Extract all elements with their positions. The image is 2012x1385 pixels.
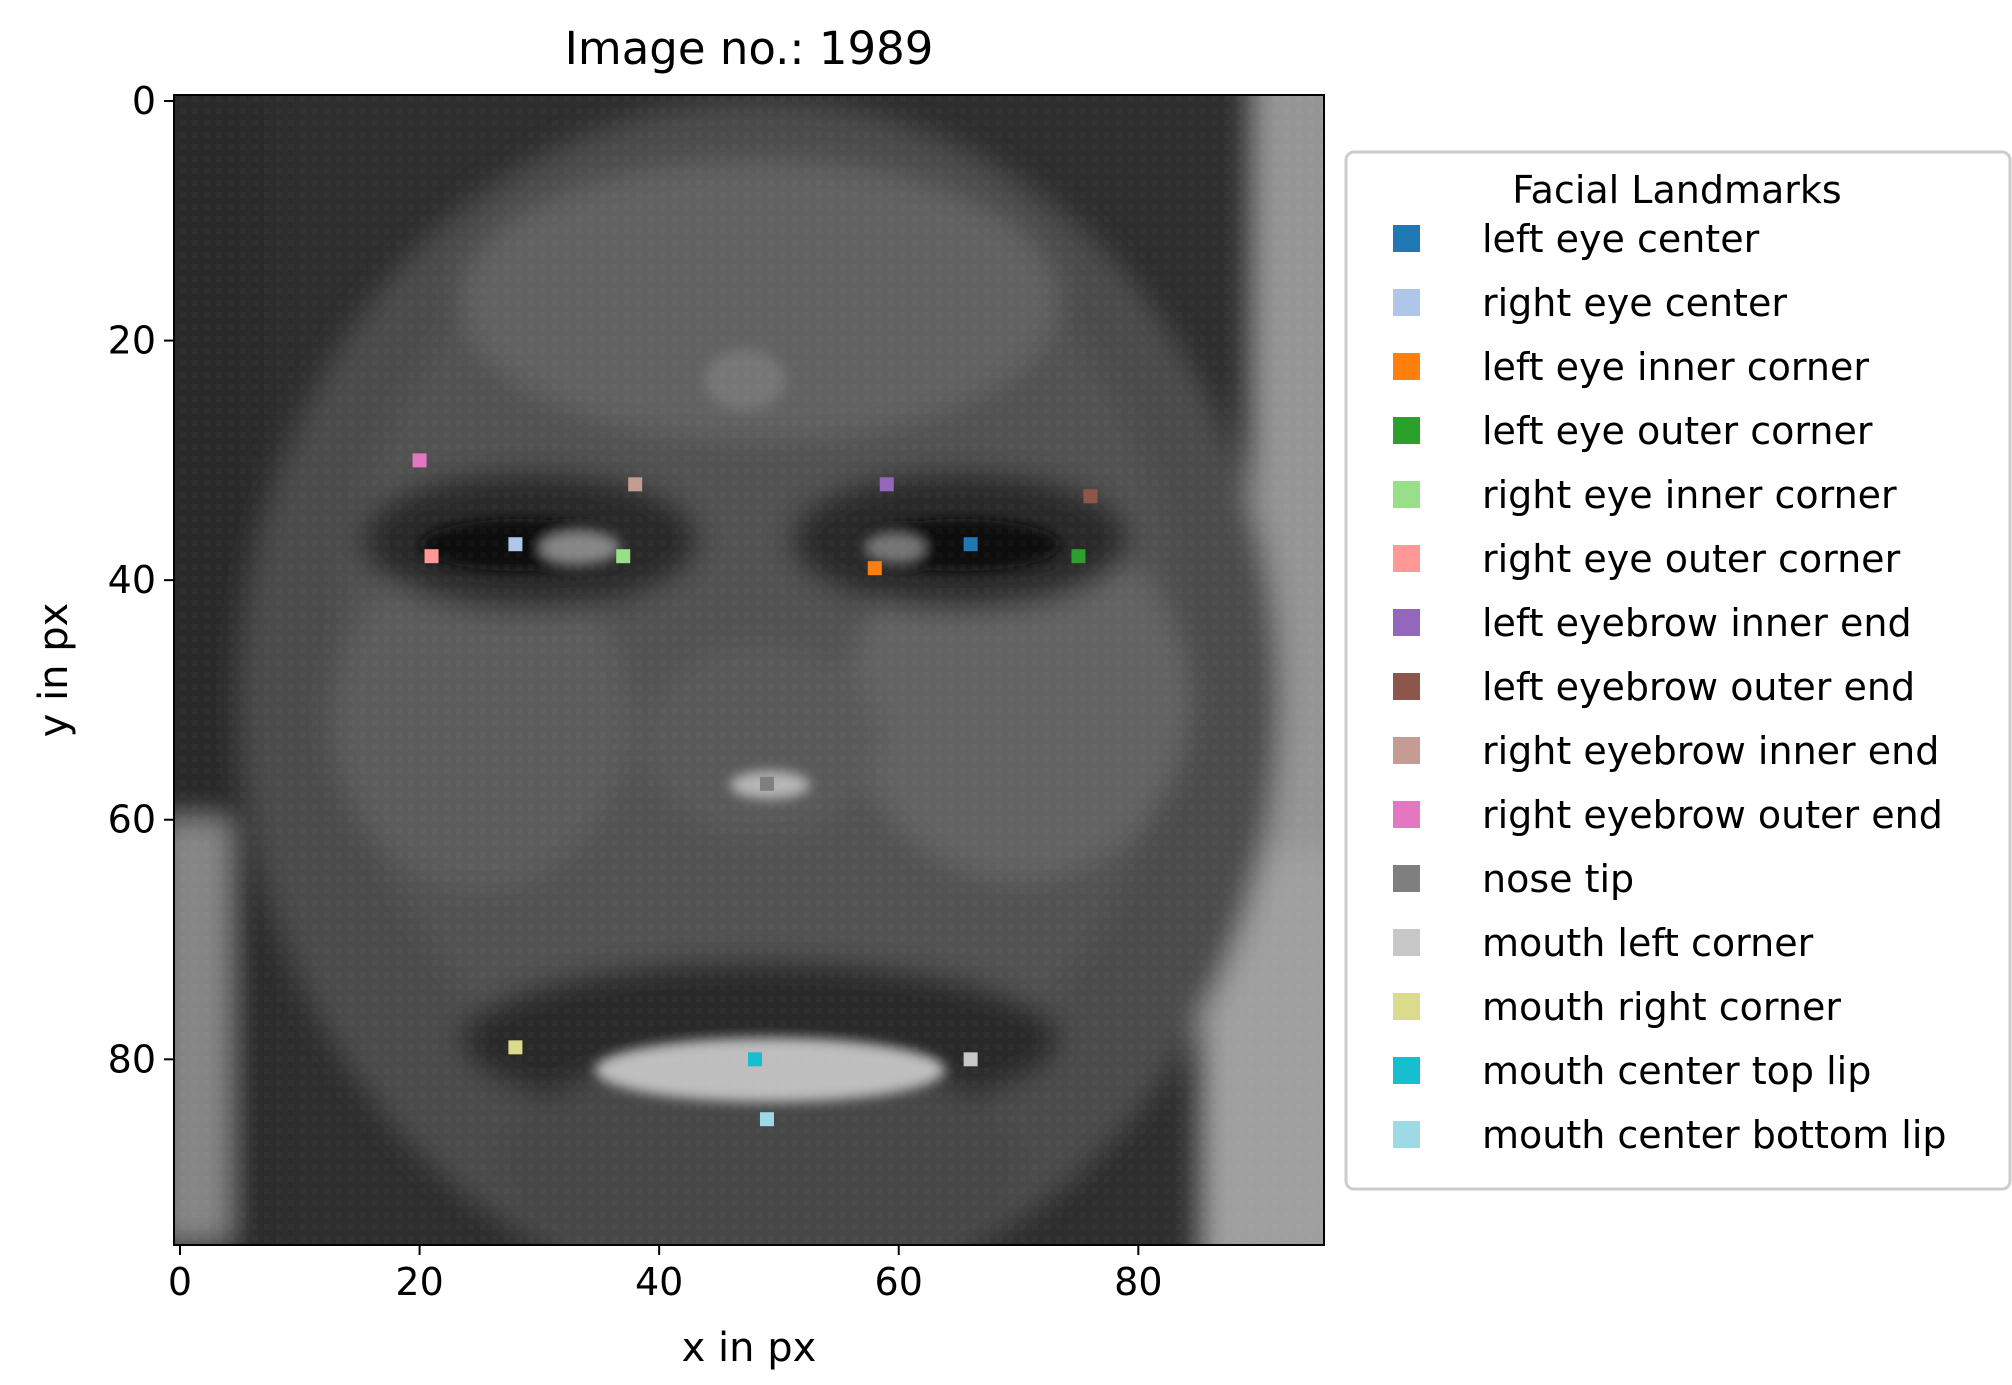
legend-swatch [1393, 737, 1420, 764]
y-tick-label: 20 [108, 319, 156, 363]
legend-item: nose tip [1393, 857, 1634, 901]
legend-item: left eye outer corner [1393, 409, 1873, 453]
legend-swatch [1393, 225, 1420, 252]
landmark-markers [412, 453, 1098, 1127]
x-tick-label: 60 [875, 1260, 923, 1304]
legend: Facial Landmarks left eye center right ey… [1344, 150, 2012, 1191]
legend-item: mouth right corner [1393, 985, 1841, 1029]
landmark-marker [759, 1112, 774, 1127]
legend-swatch [1393, 929, 1420, 956]
y-axis-label: y in px [31, 603, 77, 738]
landmark-marker [1083, 489, 1098, 504]
landmark-marker [508, 1040, 523, 1055]
y-tick-label: 60 [108, 798, 156, 842]
legend-label: left eye outer corner [1482, 409, 1873, 453]
legend-label: right eye inner corner [1482, 473, 1897, 517]
legend-label: mouth left corner [1482, 921, 1814, 965]
legend-label: right eye center [1482, 281, 1787, 325]
landmark-marker [508, 537, 523, 552]
landmark-marker [616, 549, 631, 564]
landmark-marker [759, 776, 774, 791]
legend-swatch [1393, 1121, 1420, 1148]
legend-swatch [1393, 289, 1420, 316]
legend-swatch [1393, 1057, 1420, 1084]
legend-label: left eye inner corner [1482, 345, 1869, 389]
landmark-marker [867, 561, 882, 576]
axes-frame [173, 94, 1325, 1246]
legend-title: Facial Landmarks [1512, 168, 1841, 212]
landmark-marker [963, 537, 978, 552]
legend-box [1344, 150, 2012, 1191]
legend-item: mouth left corner [1393, 921, 1814, 965]
y-tick-label: 40 [108, 558, 156, 602]
legend-swatch [1393, 609, 1420, 636]
legend-label: mouth center bottom lip [1482, 1113, 1947, 1157]
legend-label: left eyebrow inner end [1482, 601, 1912, 645]
legend-item: right eyebrow outer end [1393, 793, 1943, 837]
chart-title: Image no.: 1989 [565, 22, 934, 75]
legend-swatch [1393, 417, 1420, 444]
legend-swatch [1393, 993, 1420, 1020]
legend-item: left eye inner corner [1393, 345, 1869, 389]
legend-swatch [1393, 353, 1420, 380]
legend-item: right eye inner corner [1393, 473, 1897, 517]
landmark-marker [1071, 549, 1086, 564]
legend-item: right eye center [1393, 281, 1787, 325]
legend-label: left eye center [1482, 217, 1760, 261]
x-axis-label: x in px [682, 1325, 817, 1371]
legend-label: right eyebrow inner end [1482, 729, 1939, 773]
legend-label: mouth center top lip [1482, 1049, 1871, 1093]
x-tick-label: 20 [395, 1260, 443, 1304]
legend-label: right eye outer corner [1482, 537, 1901, 581]
legend-item: left eyebrow outer end [1393, 665, 1915, 709]
landmark-marker [747, 1052, 762, 1067]
x-tick-label: 80 [1114, 1260, 1162, 1304]
legend-label: right eyebrow outer end [1482, 793, 1943, 837]
legend-swatch [1393, 865, 1420, 892]
landmark-marker [424, 549, 439, 564]
legend-swatch [1393, 801, 1420, 828]
legend-item: left eye center [1393, 217, 1760, 261]
y-tick-label: 0 [132, 79, 156, 123]
x-tick-label: 40 [635, 1260, 683, 1304]
y-tick-label: 80 [108, 1037, 156, 1081]
face-image [174, 95, 1324, 1245]
x-axis-ticks: 0 20 40 60 80 [168, 1245, 1163, 1304]
legend-swatch [1393, 545, 1420, 572]
legend-label: mouth right corner [1482, 985, 1841, 1029]
legend-item: right eyebrow inner end [1393, 729, 1939, 773]
legend-item: right eye outer corner [1393, 537, 1901, 581]
legend-item: mouth center bottom lip [1393, 1113, 1947, 1157]
legend-item: mouth center top lip [1393, 1049, 1871, 1093]
landmark-marker [628, 477, 643, 492]
landmark-marker [412, 453, 427, 468]
legend-label: left eyebrow outer end [1482, 665, 1915, 709]
landmark-marker [879, 477, 894, 492]
y-axis-ticks: 0 20 40 60 80 [108, 79, 174, 1081]
legend-label: nose tip [1482, 857, 1634, 901]
legend-items: left eye center right eye center left eye … [1393, 217, 1947, 1157]
x-tick-label: 0 [168, 1260, 192, 1304]
legend-swatch [1393, 481, 1420, 508]
legend-swatch [1393, 673, 1420, 700]
legend-item: left eyebrow inner end [1393, 601, 1912, 645]
landmark-marker [963, 1052, 978, 1067]
